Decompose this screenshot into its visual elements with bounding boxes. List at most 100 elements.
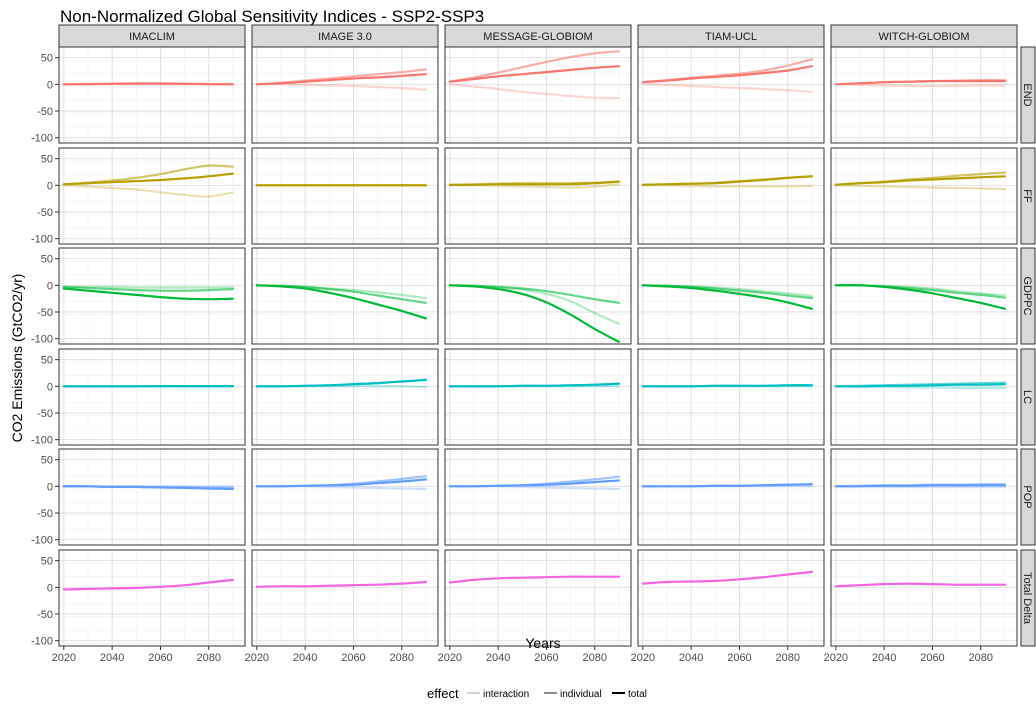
panel-lc-message-globiom xyxy=(444,348,632,446)
panel-ff-witch-globiom xyxy=(830,147,1018,245)
x-tick-label: 2020 xyxy=(52,652,76,664)
row-strip-gdppc xyxy=(1020,247,1036,345)
series-line-total-lc-message-globiom xyxy=(448,382,620,388)
x-tick-label: 2060 xyxy=(727,652,751,664)
panel-grid: IMACLIM IMAGE 3.0 MESSAGE-GLOBIOM TIAM-UCL W… xyxy=(31,24,1036,664)
panel-border xyxy=(637,448,825,546)
panel-border xyxy=(444,348,632,446)
panel-background xyxy=(445,449,631,545)
y-tick-label: -50 xyxy=(37,207,53,219)
panel-background xyxy=(638,550,824,646)
panel-border xyxy=(251,448,439,546)
panel-total-delta-witch-globiom xyxy=(830,549,1018,647)
panel-gdppc-image-3-0 xyxy=(251,247,439,345)
legend-title: effect xyxy=(427,686,459,701)
x-tick-label: 2020 xyxy=(438,652,462,664)
panel-background xyxy=(831,550,1017,646)
y-tick-label: 50 xyxy=(41,154,53,166)
panel-border xyxy=(830,247,1018,345)
series-line-total-gdppc-image-3-0 xyxy=(255,284,427,320)
panel-total-delta-message-globiom xyxy=(444,549,632,647)
y-tick-label: -50 xyxy=(37,408,53,420)
row-strip-pop xyxy=(1020,448,1036,546)
series-line-individual-gdppc-imaclim xyxy=(62,285,234,292)
series-line-interaction-end-tiam-ucl xyxy=(641,83,813,93)
row-strip-label-pop: POP xyxy=(1021,485,1033,508)
x-tick-label: 2080 xyxy=(969,652,993,664)
series-line-total-end-imaclim xyxy=(62,82,234,86)
panel-gdppc-imaclim xyxy=(58,247,246,345)
panel-background xyxy=(445,148,631,244)
x-tick-label: 2060 xyxy=(534,652,558,664)
y-tick-label: 50 xyxy=(41,254,53,266)
series-line-total-lc-witch-globiom xyxy=(834,383,1006,388)
panel-pop-message-globiom xyxy=(444,448,632,546)
x-tick-label: 2040 xyxy=(872,652,896,664)
row-strip-label-end: END xyxy=(1021,83,1033,106)
panel-end-tiam-ucl xyxy=(637,46,825,144)
y-tick-label: -50 xyxy=(37,307,53,319)
panel-border xyxy=(637,348,825,446)
row-strip-lc xyxy=(1020,348,1036,446)
x-tick-label: 2040 xyxy=(100,652,124,664)
y-tick-label: 0 xyxy=(47,79,53,91)
panel-border xyxy=(251,147,439,245)
x-axis-title: Years xyxy=(525,635,560,651)
panel-border xyxy=(637,247,825,345)
series-line-total-ff-witch-globiom xyxy=(834,175,1006,186)
panel-lc-image-3-0 xyxy=(251,348,439,446)
panel-end-image-3-0 xyxy=(251,46,439,144)
panel-background xyxy=(831,148,1017,244)
legend-label-individual: individual xyxy=(560,689,602,700)
panel-border xyxy=(58,46,246,144)
series-line-interaction-gdppc-imaclim xyxy=(62,285,234,289)
y-tick-label: 50 xyxy=(41,556,53,568)
row-strip-label-total-delta: Total Delta xyxy=(1021,572,1033,625)
panel-border xyxy=(444,147,632,245)
panel-ff-imaclim xyxy=(58,147,246,245)
panel-background xyxy=(831,349,1017,445)
panel-border xyxy=(444,448,632,546)
series-line-total-pop-witch-globiom xyxy=(834,484,1006,488)
panel-end-imaclim xyxy=(58,46,246,144)
panel-background xyxy=(445,47,631,143)
series-line-total-gdppc-witch-globiom xyxy=(834,284,1006,310)
panel-pop-image-3-0 xyxy=(251,448,439,546)
row-strip-label-ff: FF xyxy=(1021,189,1033,203)
panel-total-delta-imaclim xyxy=(58,549,246,647)
panel-total-delta-tiam-ucl xyxy=(637,549,825,647)
series-line-individual-end-message-globiom xyxy=(448,50,620,83)
panel-ff-message-globiom xyxy=(444,147,632,245)
series-line-total-total-delta-message-globiom xyxy=(448,575,620,584)
panel-border xyxy=(58,448,246,546)
x-tick-label: 2020 xyxy=(245,652,269,664)
row-strip-total-delta xyxy=(1020,549,1036,647)
panel-lc-imaclim xyxy=(58,348,246,446)
panel-pop-witch-globiom xyxy=(830,448,1018,546)
panel-pop-tiam-ucl xyxy=(637,448,825,546)
x-tick-label: 2060 xyxy=(341,652,365,664)
panel-background xyxy=(831,449,1017,545)
series-line-total-ff-message-globiom xyxy=(448,180,620,186)
x-tick-label: 2080 xyxy=(583,652,607,664)
panel-background xyxy=(638,349,824,445)
y-tick-label: 0 xyxy=(47,381,53,393)
row-strip-label-lc: LC xyxy=(1021,390,1033,404)
panel-border xyxy=(58,348,246,446)
panel-background xyxy=(59,349,245,445)
series-line-total-pop-message-globiom xyxy=(448,479,620,488)
y-tick-label: -50 xyxy=(37,508,53,520)
x-tick-label: 2080 xyxy=(197,652,221,664)
series-line-total-gdppc-tiam-ucl xyxy=(641,284,813,310)
series-line-total-ff-imaclim xyxy=(62,172,234,186)
y-tick-label: -100 xyxy=(31,535,53,547)
y-tick-label: -50 xyxy=(37,609,53,621)
panel-border xyxy=(251,549,439,647)
y-tick-label: 0 xyxy=(47,180,53,192)
panel-background xyxy=(252,449,438,545)
panel-background xyxy=(59,47,245,143)
panel-border xyxy=(830,549,1018,647)
panel-background xyxy=(445,349,631,445)
series-line-total-end-message-globiom xyxy=(448,65,620,83)
